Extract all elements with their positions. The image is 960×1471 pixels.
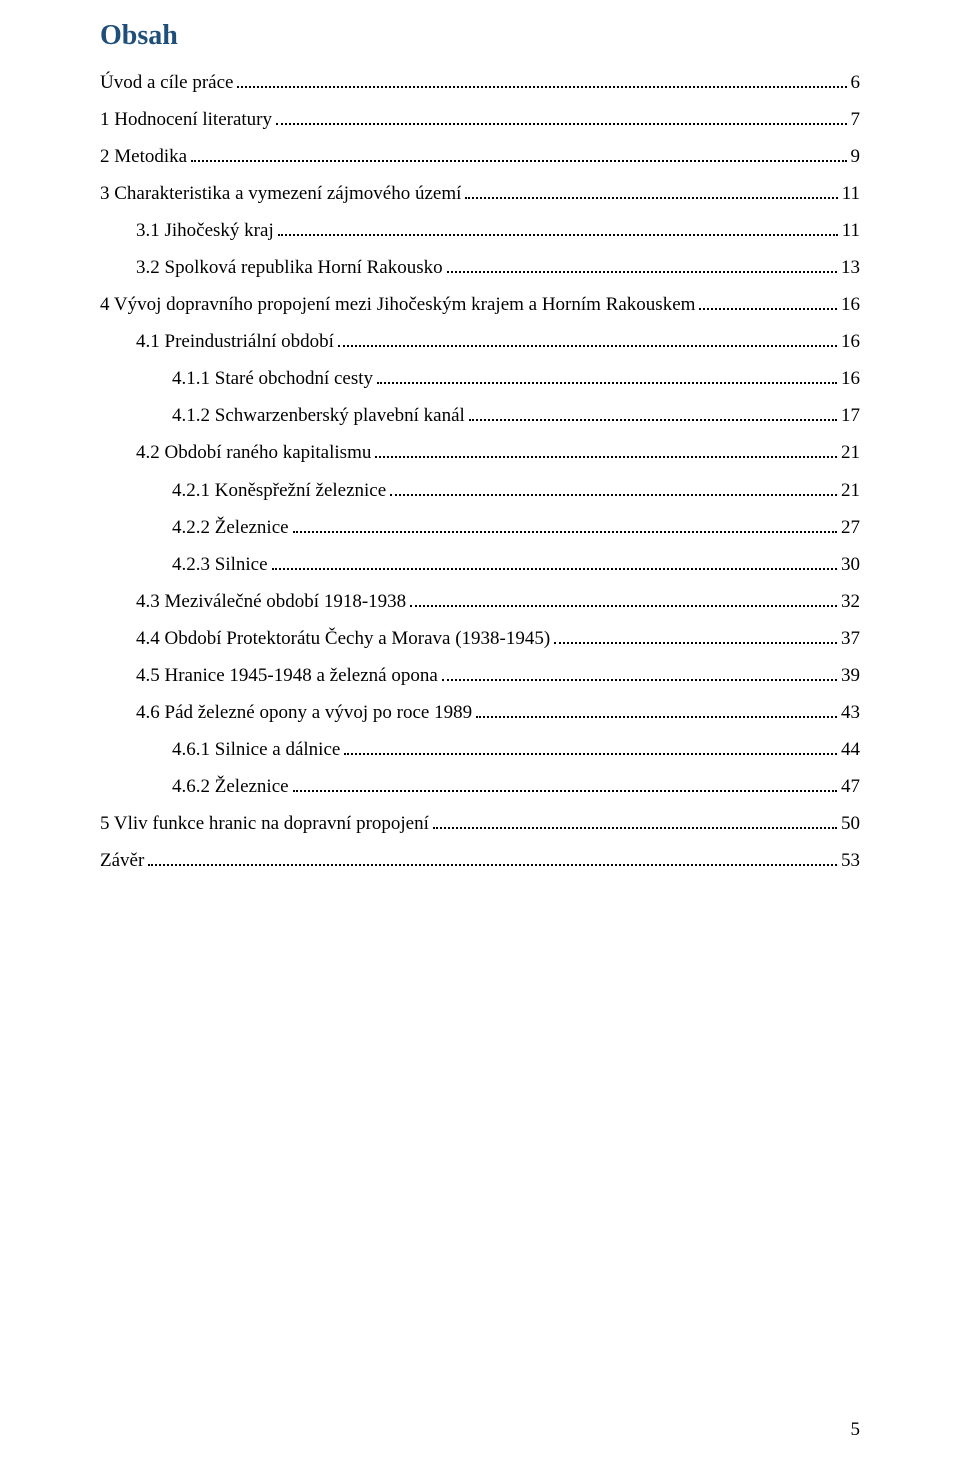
toc-entry: 5 Vliv funkce hranic na dopravní propoje… [100, 805, 860, 842]
toc-leader-dots [338, 345, 837, 347]
toc-leader-dots [410, 605, 837, 607]
toc-entry-label: 4.4 Období Protektorátu Čechy a Morava (… [136, 620, 550, 657]
toc-entry-label: 1 Hodnocení literatury [100, 101, 272, 138]
toc-entry-label: 4.1 Preindustriální období [136, 323, 334, 360]
toc-entry: 4.1.1 Staré obchodní cesty 16 [100, 360, 860, 397]
toc-entry: 4.5 Hranice 1945-1948 a železná opona 39 [100, 657, 860, 694]
toc-entry-label: 3 Charakteristika a vymezení zájmového ú… [100, 175, 461, 212]
toc-entry-label: 3.1 Jihočeský kraj [136, 212, 274, 249]
toc-entry: 4.1 Preindustriální období 16 [100, 323, 860, 360]
toc-entry-page: 17 [841, 397, 860, 434]
toc-entry: Závěr 53 [100, 842, 860, 879]
toc-entry-page: 50 [841, 805, 860, 842]
toc-entry: 4 Vývoj dopravního propojení mezi Jihoče… [100, 286, 860, 323]
toc-leader-dots [469, 419, 837, 421]
toc-entry-label: 4.6 Pád železné opony a vývoj po roce 19… [136, 694, 472, 731]
toc-leader-dots [476, 716, 837, 718]
toc-entry-page: 6 [851, 64, 861, 101]
toc-entry-page: 30 [841, 546, 860, 583]
toc-entry-page: 11 [842, 175, 860, 212]
toc-entry-label: Závěr [100, 842, 144, 879]
toc-entry-label: Úvod a cíle práce [100, 64, 233, 101]
toc-entry: 4.1.2 Schwarzenberský plavební kanál 17 [100, 397, 860, 434]
toc-leader-dots [433, 827, 837, 829]
toc-entry-label: 4.1.1 Staré obchodní cesty [172, 360, 373, 397]
toc-entry: Úvod a cíle práce 6 [100, 64, 860, 101]
toc-entry: 2 Metodika 9 [100, 138, 860, 175]
toc-entry-label: 2 Metodika [100, 138, 187, 175]
toc-entry: 4.4 Období Protektorátu Čechy a Morava (… [100, 620, 860, 657]
toc-entry: 3.2 Spolková republika Horní Rakousko 13 [100, 249, 860, 286]
toc-entry-label: 4 Vývoj dopravního propojení mezi Jihoče… [100, 286, 695, 323]
toc-leader-dots [293, 790, 837, 792]
toc-entry-page: 16 [841, 360, 860, 397]
toc-entry: 4.2.2 Železnice 27 [100, 509, 860, 546]
toc-leader-dots [293, 531, 837, 533]
toc-entry-label: 4.2.3 Silnice [172, 546, 268, 583]
toc-entry-page: 39 [841, 657, 860, 694]
toc-entry-label: 4.3 Meziválečné období 1918-1938 [136, 583, 406, 620]
toc-entry-page: 43 [841, 694, 860, 731]
toc-entry: 4.6.2 Železnice 47 [100, 768, 860, 805]
toc-entry-page: 32 [841, 583, 860, 620]
toc-entry: 4.2.1 Koněspřežní železnice 21 [100, 472, 860, 509]
toc-entry-page: 37 [841, 620, 860, 657]
toc-leader-dots [191, 160, 846, 162]
toc-entry-label: 4.1.2 Schwarzenberský plavební kanál [172, 397, 465, 434]
page-number: 5 [851, 1419, 861, 1441]
toc-entry-label: 3.2 Spolková republika Horní Rakousko [136, 249, 443, 286]
toc-entry-page: 21 [841, 434, 860, 471]
toc-leader-dots [375, 456, 837, 458]
toc-leader-dots [465, 197, 837, 199]
toc-entry-label: 4.2 Období raného kapitalismu [136, 434, 371, 471]
toc-entry-page: 16 [841, 323, 860, 360]
toc-entry-page: 27 [841, 509, 860, 546]
toc-entry-page: 21 [841, 472, 860, 509]
toc-entry-label: 4.6.1 Silnice a dálnice [172, 731, 340, 768]
toc-entry-page: 53 [841, 842, 860, 879]
toc-leader-dots [554, 642, 837, 644]
toc-leader-dots [447, 271, 837, 273]
toc-leader-dots [278, 234, 838, 236]
toc-entry: 1 Hodnocení literatury 7 [100, 101, 860, 138]
toc-leader-dots [344, 753, 837, 755]
toc-leader-dots [442, 679, 837, 681]
toc-entry: 4.6.1 Silnice a dálnice 44 [100, 731, 860, 768]
toc-leader-dots [237, 86, 846, 88]
toc-list: Úvod a cíle práce 61 Hodnocení literatur… [100, 64, 860, 879]
toc-entry: 4.2.3 Silnice 30 [100, 546, 860, 583]
toc-leader-dots [377, 382, 837, 384]
toc-leader-dots [148, 864, 837, 866]
toc-entry-page: 9 [851, 138, 861, 175]
toc-leader-dots [276, 123, 846, 125]
toc-entry: 4.2 Období raného kapitalismu 21 [100, 434, 860, 471]
toc-entry-label: 4.2.1 Koněspřežní železnice [172, 472, 386, 509]
toc-entry-page: 13 [841, 249, 860, 286]
toc-entry: 4.6 Pád železné opony a vývoj po roce 19… [100, 694, 860, 731]
toc-entry-page: 11 [842, 212, 860, 249]
toc-entry-label: 4.2.2 Železnice [172, 509, 289, 546]
page-container: Obsah Úvod a cíle práce 61 Hodnocení lit… [0, 0, 960, 1471]
toc-entry-label: 4.5 Hranice 1945-1948 a železná opona [136, 657, 438, 694]
toc-leader-dots [272, 568, 837, 570]
toc-entry-page: 16 [841, 286, 860, 323]
toc-entry-page: 7 [851, 101, 861, 138]
toc-entry-page: 44 [841, 731, 860, 768]
toc-entry-label: 4.6.2 Železnice [172, 768, 289, 805]
toc-leader-dots [699, 308, 837, 310]
toc-entry: 3 Charakteristika a vymezení zájmového ú… [100, 175, 860, 212]
toc-title: Obsah [100, 20, 860, 52]
toc-entry-page: 47 [841, 768, 860, 805]
toc-leader-dots [390, 494, 837, 496]
toc-entry: 3.1 Jihočeský kraj 11 [100, 212, 860, 249]
toc-entry: 4.3 Meziválečné období 1918-1938 32 [100, 583, 860, 620]
toc-entry-label: 5 Vliv funkce hranic na dopravní propoje… [100, 805, 429, 842]
